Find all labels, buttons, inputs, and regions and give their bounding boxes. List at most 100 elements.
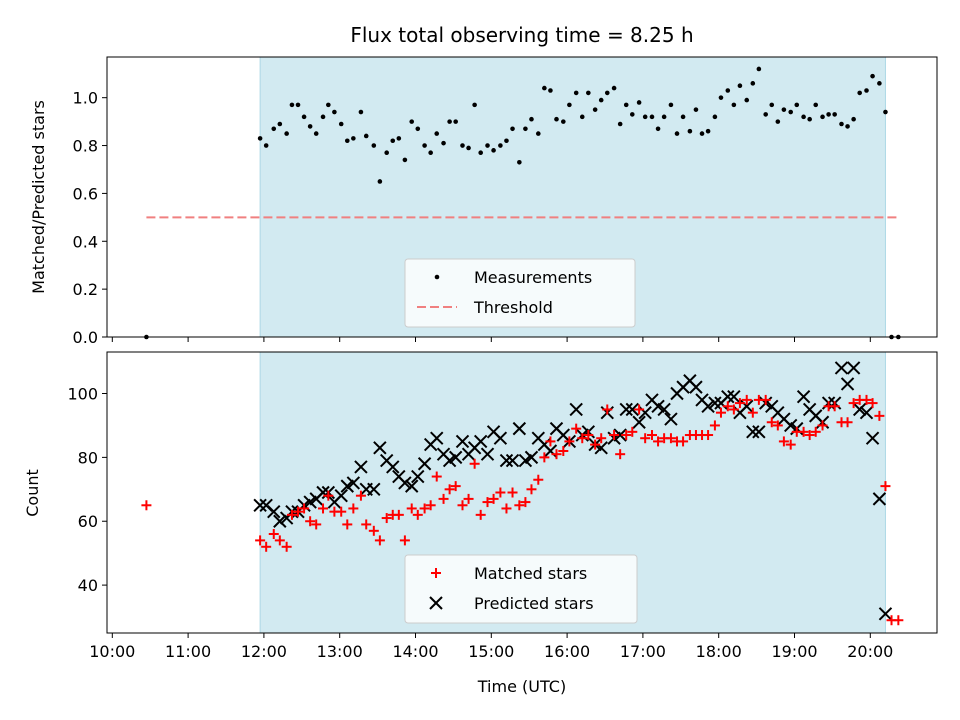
measurement-point — [441, 140, 446, 146]
matched-star-point — [342, 519, 353, 530]
measurement-point — [542, 85, 547, 91]
matched-star-point — [722, 401, 733, 412]
measurement-point — [358, 109, 364, 115]
predicted-star-point — [840, 377, 855, 391]
measurement-point — [485, 143, 490, 148]
matched-star-point — [255, 535, 266, 546]
measurement-point — [447, 119, 452, 124]
matched-star-point — [609, 430, 620, 441]
matched-star-point — [318, 503, 329, 514]
matched-star-point — [741, 394, 752, 405]
measurement-point — [338, 121, 344, 127]
legend-matched-label: Matched stars — [474, 564, 587, 583]
predicted-star-point — [473, 434, 488, 449]
predicted-star-point — [872, 492, 887, 506]
matched-star-point — [703, 430, 714, 441]
top-panel: 0.0 0.2 0.4 0.6 0.8 1.0 Matched/Predicted sta… — [29, 56, 938, 347]
y-tick-label: 40 — [78, 576, 98, 595]
top-legend: Measurements Threshold — [404, 258, 636, 328]
predicted-star-point — [834, 361, 849, 375]
y-tick-label: 80 — [78, 448, 98, 467]
predicted-star-point — [625, 402, 639, 417]
matched-star-point — [381, 513, 392, 524]
matched-star-point — [545, 436, 556, 447]
measurement-point — [579, 114, 585, 120]
matched-star-point — [311, 519, 322, 530]
matched-star-point — [539, 452, 550, 463]
matched-star-point — [419, 503, 430, 514]
matched-star-point — [399, 535, 410, 546]
matched-star-point — [299, 503, 310, 514]
matched-star-point — [406, 503, 417, 514]
bottom-panel: 40 60 80 100 10:00 11:00 12:00 13:00 14:00 15:00… — [23, 351, 938, 696]
measurement-point — [320, 114, 326, 120]
measurement-point — [598, 97, 604, 103]
measurement-point — [517, 159, 522, 165]
matched-star-point — [558, 445, 569, 456]
matched-star-point — [596, 433, 607, 444]
measurement-point — [877, 81, 882, 86]
matched-star-point — [469, 458, 480, 469]
y-tick-label: 0.8 — [73, 137, 98, 156]
matched-star-point — [709, 420, 720, 431]
matched-star-point — [526, 484, 537, 495]
predicted-star-point — [367, 482, 381, 497]
measurement-point — [744, 97, 750, 103]
predicted-star-point — [613, 428, 627, 442]
measurement-point — [592, 107, 598, 112]
predicted-star-point — [865, 431, 880, 445]
predicted-star-point — [512, 421, 527, 436]
matched-star-point — [577, 433, 588, 444]
x-tick-label: 11:00 — [165, 642, 211, 661]
x-tick-label: 12:00 — [241, 642, 287, 661]
matched-star-point — [475, 509, 486, 520]
matched-star-point — [551, 449, 562, 460]
matched-star-point — [564, 436, 575, 447]
matched-star-point — [293, 506, 304, 517]
measurement-point — [731, 102, 737, 108]
matched-star-point — [482, 497, 493, 508]
measurement-point — [629, 112, 635, 117]
measurement-point — [623, 102, 629, 108]
measurement-point — [756, 66, 762, 72]
predicted-star-point — [746, 425, 760, 439]
measurement-point — [351, 136, 356, 141]
measurement-point — [661, 114, 667, 120]
measurement-point — [284, 131, 289, 136]
measurement-point — [371, 143, 377, 148]
measurement-point — [680, 114, 686, 120]
matched-star-point — [646, 430, 657, 441]
predicted-star-point — [657, 402, 671, 417]
measurement-point — [263, 143, 269, 148]
measurement-point — [434, 131, 440, 136]
measurement-point — [750, 81, 756, 86]
measurement-point — [617, 121, 623, 127]
x-tick-label: 18:00 — [696, 642, 742, 661]
predicted-star-point — [346, 476, 361, 490]
measurement-point — [396, 136, 402, 141]
predicted-star-point — [455, 434, 470, 449]
matched-star-point — [848, 398, 859, 409]
measurement-point — [801, 114, 806, 120]
x-tick-label: 13:00 — [317, 642, 363, 661]
measurement-point — [763, 112, 768, 117]
matched-star-point — [785, 439, 796, 450]
measurement-point — [384, 150, 389, 156]
predicted-star-point — [664, 412, 678, 426]
x-tick-label: 10:00 — [89, 642, 135, 661]
measurement-point — [573, 90, 579, 96]
legend-matched-marker — [431, 568, 441, 578]
measurement-point — [699, 131, 705, 136]
matched-star-point — [261, 541, 272, 552]
matched-star-point — [653, 436, 664, 447]
measurement-point — [478, 150, 483, 156]
matched-star-point — [804, 430, 815, 441]
measurement-point — [604, 90, 610, 96]
predicted-star-point — [267, 504, 281, 519]
predicted-star-point — [524, 450, 539, 465]
matched-star-point — [571, 423, 582, 434]
measurement-point — [504, 138, 509, 144]
matched-star-point — [368, 525, 379, 536]
measurement-point — [725, 88, 731, 93]
matched-star-point — [715, 407, 726, 418]
